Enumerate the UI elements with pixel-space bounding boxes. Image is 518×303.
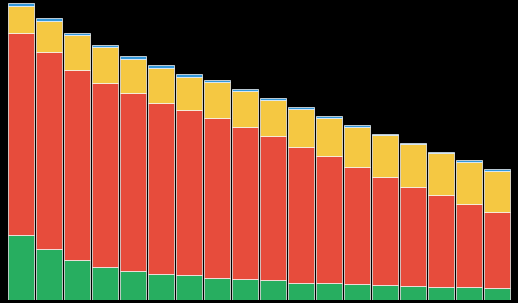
Bar	[428, 152, 454, 153]
Bar	[484, 288, 510, 300]
Bar	[288, 109, 314, 148]
Bar	[36, 249, 62, 300]
Bar	[232, 91, 258, 127]
Bar	[456, 204, 482, 288]
Bar	[8, 235, 34, 300]
Bar	[400, 187, 426, 286]
Bar	[120, 271, 146, 300]
Bar	[372, 135, 398, 177]
Bar	[372, 134, 398, 135]
Bar	[64, 260, 90, 300]
Bar	[176, 110, 202, 275]
Bar	[92, 83, 118, 267]
Bar	[204, 82, 230, 118]
Bar	[288, 283, 314, 300]
Bar	[428, 195, 454, 287]
Bar	[316, 118, 342, 156]
Bar	[36, 21, 62, 52]
Bar	[64, 70, 90, 260]
Bar	[176, 275, 202, 300]
Bar	[260, 280, 286, 300]
Bar	[120, 59, 146, 93]
Bar	[344, 284, 370, 300]
Bar	[204, 80, 230, 82]
Bar	[288, 107, 314, 109]
Bar	[120, 56, 146, 59]
Bar	[344, 127, 370, 167]
Bar	[120, 93, 146, 271]
Bar	[8, 6, 34, 33]
Bar	[36, 18, 62, 21]
Bar	[288, 148, 314, 283]
Bar	[64, 35, 90, 70]
Bar	[372, 285, 398, 300]
Bar	[260, 100, 286, 136]
Bar	[456, 288, 482, 300]
Bar	[232, 279, 258, 300]
Bar	[456, 160, 482, 162]
Bar	[204, 278, 230, 300]
Bar	[204, 118, 230, 278]
Bar	[92, 45, 118, 47]
Bar	[148, 65, 174, 68]
Bar	[148, 274, 174, 300]
Bar	[428, 287, 454, 300]
Bar	[176, 77, 202, 110]
Bar	[260, 136, 286, 280]
Bar	[344, 125, 370, 127]
Bar	[316, 283, 342, 300]
Bar	[64, 33, 90, 35]
Bar	[8, 3, 34, 6]
Bar	[176, 74, 202, 77]
Bar	[148, 103, 174, 274]
Bar	[92, 47, 118, 83]
Bar	[316, 116, 342, 118]
Bar	[372, 177, 398, 285]
Bar	[428, 153, 454, 195]
Bar	[316, 156, 342, 283]
Bar	[484, 171, 510, 212]
Bar	[400, 144, 426, 187]
Bar	[232, 89, 258, 91]
Bar	[148, 68, 174, 103]
Bar	[400, 286, 426, 300]
Bar	[484, 169, 510, 171]
Bar	[92, 267, 118, 300]
Bar	[484, 212, 510, 288]
Bar	[36, 52, 62, 249]
Bar	[456, 162, 482, 204]
Bar	[344, 167, 370, 284]
Bar	[8, 33, 34, 235]
Bar	[260, 98, 286, 100]
Bar	[400, 143, 426, 144]
Bar	[232, 127, 258, 279]
